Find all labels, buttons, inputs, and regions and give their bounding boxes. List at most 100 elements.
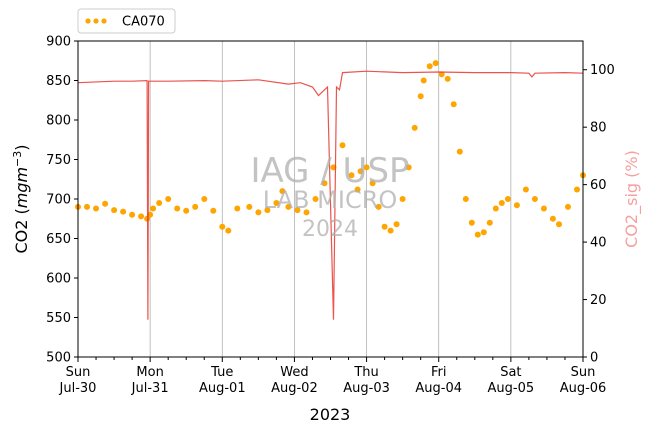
- data-point: [522, 186, 529, 193]
- data-point: [210, 207, 217, 214]
- x-tick-label-date: Aug-04: [415, 381, 462, 396]
- data-point: [531, 196, 538, 202]
- y-left-tick-label: 700: [46, 193, 71, 208]
- data-point: [540, 205, 547, 212]
- data-point: [387, 227, 394, 234]
- x-tick-label-day: Thu: [353, 365, 378, 380]
- data-point: [556, 221, 562, 228]
- data-point: [363, 164, 370, 171]
- y-left-axis-title: CO2 (mgm−3): [11, 144, 31, 253]
- legend[interactable]: CA070: [77, 8, 176, 34]
- x-axis-title: 2023: [310, 405, 351, 424]
- axes-layer: 500 550 600 650 700 750 800 850 900 0 20 40 60 80 100 S…: [11, 35, 642, 425]
- x-tick-label-day: Sun: [66, 365, 91, 380]
- data-point: [486, 219, 493, 226]
- x-tick-label-day: Wed: [280, 365, 308, 380]
- data-point: [219, 223, 226, 230]
- data-point: [93, 205, 99, 212]
- data-point: [102, 200, 109, 207]
- data-point: [192, 203, 199, 210]
- y-right-tick-label: 40: [590, 236, 607, 251]
- watermark-text: 2024: [302, 217, 358, 242]
- x-tick-label-date: Aug-02: [271, 381, 318, 396]
- legend-marker: [85, 18, 91, 24]
- y-right-tick-label: 80: [590, 121, 607, 136]
- x-tick-label-date: Jul-31: [131, 381, 169, 396]
- data-point: [273, 200, 280, 206]
- data-point: [369, 180, 376, 187]
- data-point: [174, 205, 181, 212]
- x-tick-label-date: Aug-05: [488, 381, 535, 396]
- data-point: [426, 63, 433, 70]
- watermark-text: IAG / USP: [250, 151, 409, 191]
- data-point: [150, 205, 157, 212]
- data-point: [474, 231, 481, 238]
- legend-marker: [101, 18, 107, 24]
- data-point: [393, 221, 400, 228]
- data-point: [420, 77, 427, 84]
- x-tick-label-day: Sun: [571, 365, 596, 380]
- data-point: [285, 203, 292, 210]
- data-point: [462, 196, 469, 202]
- data-point: [84, 203, 90, 210]
- y-left-tick-label: 650: [46, 232, 71, 247]
- data-point: [456, 148, 463, 155]
- data-point: [264, 207, 271, 214]
- data-point: [156, 200, 163, 206]
- data-point: [492, 205, 499, 212]
- y-left-tick-label: 750: [46, 153, 71, 168]
- data-point: [450, 101, 457, 108]
- data-point: [381, 223, 388, 230]
- y-left-tick-label: 900: [46, 35, 71, 50]
- data-point: [339, 142, 346, 149]
- data-point: [549, 215, 556, 222]
- data-point: [480, 229, 487, 236]
- x-tick-label-date: Jul-30: [59, 381, 97, 396]
- y-right-tick-label: 100: [590, 63, 615, 78]
- data-point: [183, 207, 190, 214]
- series-line-co2_sig: [77, 70, 584, 320]
- x-tick-label-date: Aug-06: [560, 381, 607, 396]
- data-point: [405, 164, 412, 171]
- data-point: [375, 203, 382, 210]
- data-point: [321, 180, 328, 187]
- data-point: [357, 168, 364, 175]
- y-right-tick-label: 20: [590, 293, 607, 308]
- data-point: [138, 213, 145, 220]
- data-point: [294, 207, 301, 214]
- y-right-tick-label: 60: [590, 178, 607, 193]
- x-tick-label-day: Mon: [136, 365, 163, 380]
- data-point: [246, 203, 253, 210]
- y-left-tick-label: 600: [46, 272, 71, 287]
- data-point: [165, 196, 172, 202]
- data-point: [565, 203, 571, 210]
- watermark-text: LAB MICRO: [263, 186, 398, 214]
- y-right-axis-title: CO2_sig (%): [622, 150, 642, 248]
- x-tick-label-date: Aug-01: [199, 381, 246, 396]
- x-tick-label-date: Aug-03: [343, 381, 390, 396]
- data-point: [417, 93, 424, 100]
- data-point: [354, 186, 361, 193]
- data-point: [225, 227, 232, 234]
- data-point: [574, 186, 580, 193]
- data-point: [312, 196, 319, 202]
- data-point: [120, 208, 127, 215]
- legend-marker: [93, 18, 99, 24]
- data-point: [129, 211, 136, 218]
- y-left-tick-label: 550: [46, 311, 71, 326]
- x-tick-label-day: Sat: [500, 365, 521, 380]
- data-point: [255, 209, 262, 216]
- data-point: [438, 71, 445, 78]
- data-point: [498, 200, 505, 206]
- data-point: [111, 207, 118, 214]
- data-point: [399, 196, 406, 202]
- data-point: [279, 188, 286, 195]
- legend-label: CA070: [122, 15, 165, 30]
- y-left-tick-label: 850: [46, 74, 71, 89]
- data-point: [411, 124, 418, 131]
- y-left-tick-label: 800: [46, 114, 71, 129]
- data-point: [444, 75, 451, 82]
- y-right-tick-label: 0: [590, 351, 598, 366]
